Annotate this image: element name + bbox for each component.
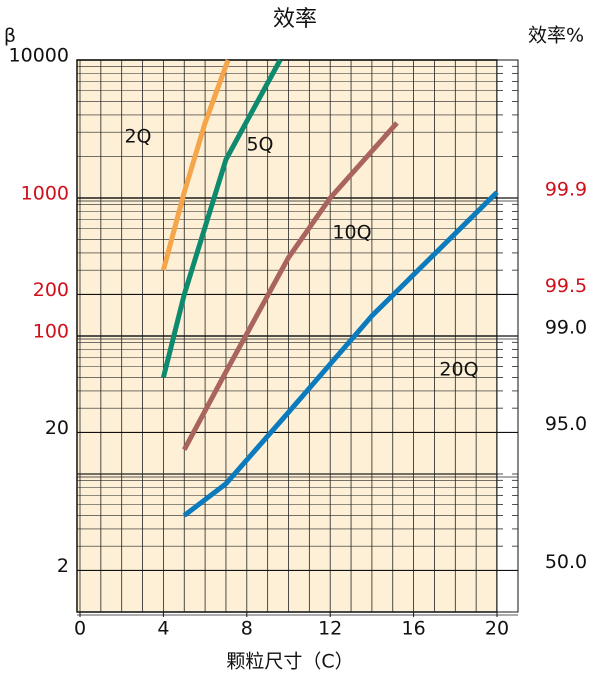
y2-tick-label: 99.5 bbox=[545, 275, 587, 297]
y-tick-label: 100 bbox=[33, 321, 69, 343]
y2-tick-label: 99.0 bbox=[545, 317, 587, 339]
x-tick-label: 20 bbox=[485, 618, 509, 640]
y-axis-label: β bbox=[4, 25, 16, 47]
x-tick-label: 16 bbox=[402, 618, 426, 640]
series-label: 20Q bbox=[439, 359, 478, 381]
x-tick-label: 0 bbox=[74, 618, 86, 640]
y-tick-label: 20 bbox=[45, 417, 69, 439]
series-label: 2Q bbox=[124, 126, 151, 148]
y2-axis-label: 效率% bbox=[528, 25, 584, 47]
series-line bbox=[160, 59, 231, 271]
series-line bbox=[182, 190, 499, 518]
series-label: 5Q bbox=[246, 134, 273, 156]
series-label: 10Q bbox=[332, 222, 371, 244]
y-tick-label: 10000 bbox=[9, 45, 69, 67]
chart-title: 效率 bbox=[273, 7, 317, 32]
y-tick-label: 2 bbox=[57, 555, 69, 577]
y-tick-label: 1000 bbox=[21, 183, 69, 205]
y2-tick-label: 99.9 bbox=[545, 179, 587, 201]
x-tick-label: 4 bbox=[157, 618, 169, 640]
y2-tick-label: 95.0 bbox=[545, 413, 587, 435]
x-axis-label: 颗粒尺寸（C） bbox=[226, 651, 353, 673]
x-tick-label: 12 bbox=[318, 618, 342, 640]
y2-tick-label: 50.0 bbox=[545, 551, 587, 573]
y-tick-label: 200 bbox=[33, 279, 69, 301]
x-tick-label: 8 bbox=[241, 618, 253, 640]
series-line bbox=[160, 58, 283, 379]
series-line bbox=[182, 121, 399, 451]
